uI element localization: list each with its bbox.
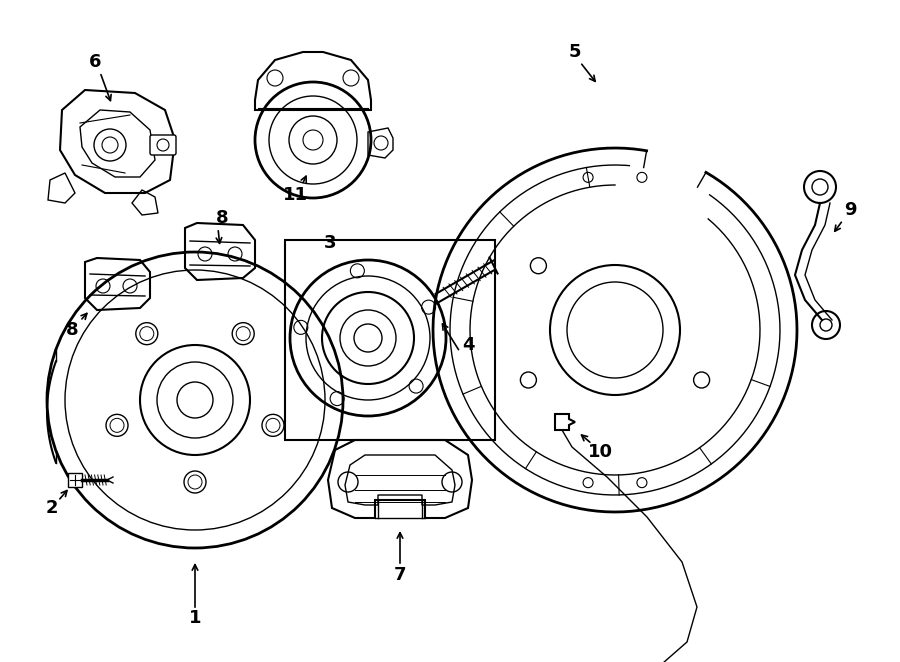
Text: 6: 6	[89, 53, 101, 71]
Text: 11: 11	[283, 186, 308, 204]
Text: 1: 1	[189, 609, 202, 627]
Text: 8: 8	[216, 209, 229, 227]
Text: 5: 5	[569, 43, 581, 61]
FancyBboxPatch shape	[68, 473, 82, 487]
Text: 10: 10	[588, 443, 613, 461]
Text: 8: 8	[66, 321, 78, 339]
Bar	[285, 240, 495, 440]
Text: 4: 4	[462, 336, 474, 354]
Text: 3: 3	[324, 234, 337, 252]
Text: 2: 2	[46, 499, 58, 517]
FancyBboxPatch shape	[150, 135, 176, 155]
Text: 7: 7	[394, 566, 406, 584]
Text: 9: 9	[844, 201, 856, 219]
